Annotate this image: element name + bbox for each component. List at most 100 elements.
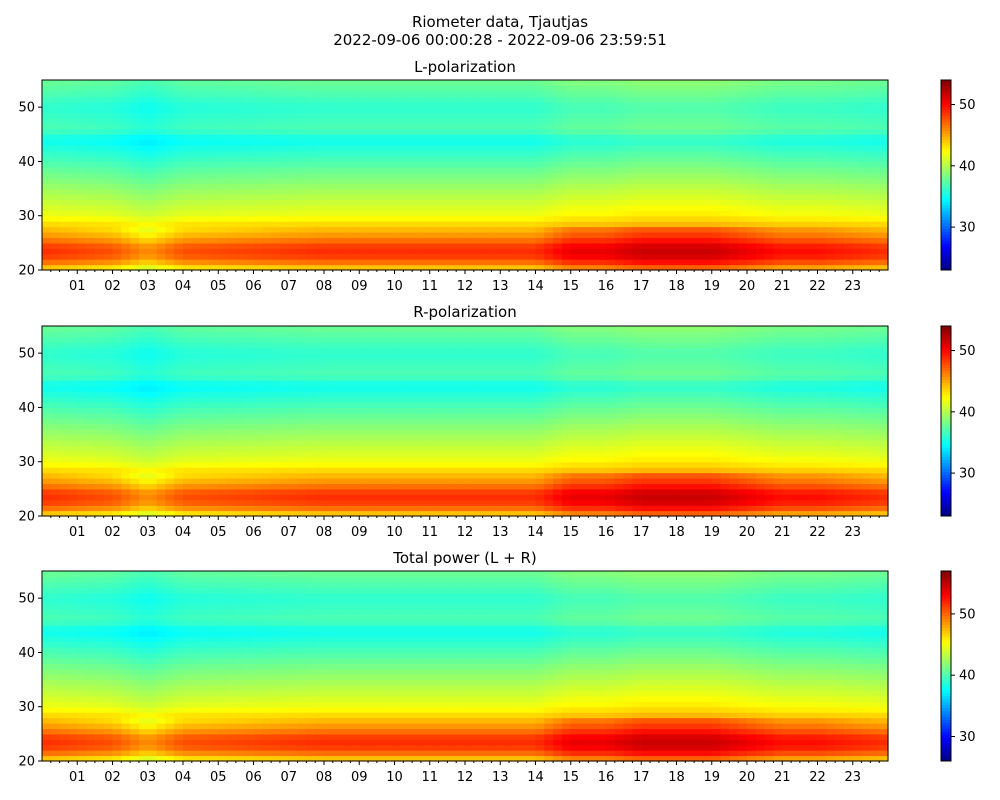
heatmap-cell	[130, 183, 140, 190]
heatmap-cell	[165, 107, 175, 114]
heatmap-cell	[500, 188, 510, 195]
heatmap-cell	[782, 96, 792, 103]
heatmap-cell	[782, 221, 792, 228]
heatmap-cell	[138, 248, 149, 255]
heatmap-cell	[253, 96, 263, 103]
heatmap-cell	[324, 336, 334, 343]
heatmap-cell	[773, 145, 783, 152]
heatmap-cell	[147, 145, 158, 152]
heatmap-cell	[350, 248, 360, 255]
heatmap-cell	[394, 226, 404, 233]
heatmap-cell	[77, 494, 87, 501]
heatmap-cell	[764, 237, 775, 244]
heatmap-cell	[209, 429, 219, 436]
heatmap-cell	[738, 264, 748, 271]
heatmap-cell	[747, 221, 757, 228]
heatmap-cell	[835, 118, 845, 125]
heatmap-cell	[606, 242, 616, 249]
heatmap-cell	[42, 150, 52, 157]
heatmap-cell	[86, 166, 96, 173]
heatmap-cell	[755, 188, 766, 195]
heatmap-cell	[112, 248, 122, 255]
heatmap-cell	[808, 112, 819, 119]
heatmap-cell	[500, 242, 510, 249]
heatmap-cell	[94, 242, 105, 249]
heatmap-cell	[879, 139, 889, 146]
heatmap-cell	[315, 423, 325, 430]
heatmap-cell	[482, 253, 493, 260]
heatmap-cell	[183, 183, 193, 190]
heatmap-cell	[209, 166, 219, 173]
heatmap-cell	[288, 374, 299, 381]
heatmap-cell	[324, 499, 334, 506]
heatmap-cell	[420, 221, 431, 228]
heatmap-cell	[138, 90, 149, 97]
heatmap-cell	[174, 188, 184, 195]
heatmap-cell	[429, 145, 440, 152]
heatmap-cell	[870, 259, 880, 266]
heatmap-cell	[535, 232, 545, 239]
heatmap-cell	[271, 188, 281, 195]
heatmap-cell	[59, 96, 70, 103]
heatmap-cell	[50, 467, 61, 474]
heatmap-cell	[59, 364, 70, 371]
heatmap-cell	[306, 445, 316, 452]
heatmap-cell	[227, 483, 237, 490]
heatmap-cell	[429, 253, 440, 260]
heatmap-cell	[544, 232, 554, 239]
heatmap-cell	[271, 380, 281, 387]
heatmap-cell	[262, 248, 272, 255]
heatmap-cell	[473, 156, 484, 163]
heatmap-cell	[676, 177, 686, 184]
heatmap-cell	[130, 336, 140, 343]
heatmap-cell	[94, 221, 105, 228]
heatmap-cell	[526, 204, 537, 211]
heatmap-cell	[535, 188, 545, 195]
heatmap-cell	[394, 107, 404, 114]
heatmap-cell	[465, 96, 475, 103]
heatmap-cell	[59, 264, 70, 271]
heatmap-cell	[667, 118, 678, 125]
heatmap-cell	[447, 215, 457, 222]
heatmap-cell	[112, 177, 122, 184]
heatmap-cell	[791, 232, 801, 239]
heatmap-cell	[103, 80, 114, 87]
heatmap-cell	[412, 188, 422, 195]
heatmap-cell	[385, 145, 396, 152]
heatmap-cell	[77, 204, 87, 211]
heatmap-cell	[183, 456, 193, 463]
heatmap-cell	[77, 112, 87, 119]
heatmap-cell	[121, 183, 131, 190]
heatmap-cell	[253, 412, 263, 419]
heatmap-cell	[473, 166, 484, 173]
heatmap-cell	[42, 483, 52, 490]
heatmap-cell	[702, 237, 713, 244]
heatmap-cell	[658, 96, 669, 103]
heatmap-cell	[77, 156, 87, 163]
heatmap-cell	[879, 210, 889, 217]
heatmap-cell	[711, 166, 722, 173]
heatmap-cell	[606, 90, 616, 97]
heatmap-cell	[191, 150, 202, 157]
heatmap-cell	[183, 128, 193, 135]
heatmap-cell	[59, 259, 70, 266]
heatmap-cell	[879, 107, 889, 114]
heatmap-cell	[500, 107, 510, 114]
heatmap-cell	[482, 96, 493, 103]
heatmap-cell	[297, 472, 307, 479]
heatmap-cell	[403, 237, 413, 244]
heatmap-cell	[94, 472, 105, 479]
heatmap-cell	[650, 264, 660, 271]
heatmap-cell	[412, 242, 422, 249]
heatmap-cell	[77, 166, 87, 173]
heatmap-cell	[262, 434, 272, 441]
heatmap-cell	[755, 118, 766, 125]
heatmap-cell	[77, 407, 87, 414]
heatmap-cell	[183, 194, 193, 201]
heatmap-cell	[68, 253, 78, 260]
heatmap-cell	[50, 248, 61, 255]
heatmap-cell	[359, 391, 369, 398]
heatmap-cell	[147, 472, 158, 479]
heatmap-cell	[262, 188, 272, 195]
